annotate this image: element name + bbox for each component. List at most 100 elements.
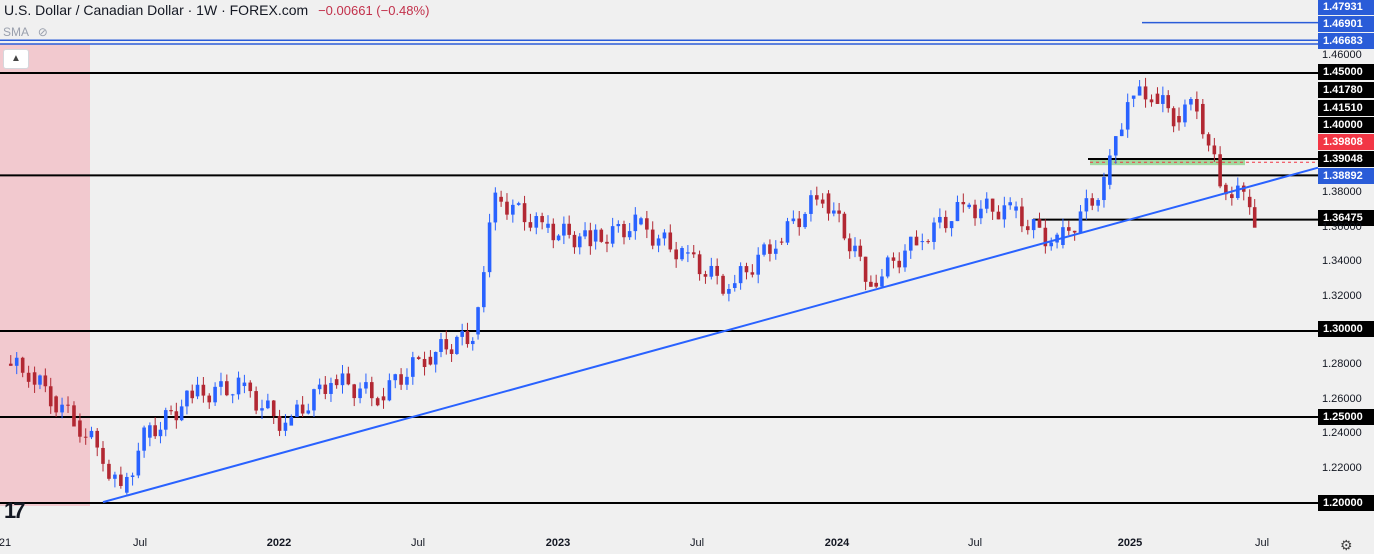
candle-body <box>277 415 282 431</box>
candle-body <box>185 390 189 407</box>
x-tick-label: 2022 <box>266 537 292 549</box>
candle-body <box>254 391 258 411</box>
candle-body <box>853 245 857 252</box>
candle-body <box>323 384 328 394</box>
candle-body <box>546 223 550 228</box>
candle-body <box>444 339 449 350</box>
candle-body <box>1078 211 1083 233</box>
candle-body <box>329 382 333 394</box>
candle-body <box>1195 98 1199 112</box>
candle-body <box>572 234 577 248</box>
candle-body <box>577 236 582 248</box>
candle-body <box>130 475 135 477</box>
candle-body <box>832 210 836 214</box>
symbol-title: U.S. Dollar / Canadian Dollar · 1W · FOR… <box>4 2 309 18</box>
y-tick-label: 1.38000 <box>1322 186 1362 199</box>
candle-body <box>709 265 714 277</box>
candle-body <box>449 349 454 354</box>
candle-body <box>411 357 415 377</box>
candle-body <box>847 238 852 252</box>
candle-body <box>312 389 316 411</box>
y-tick-label: 1.34000 <box>1322 255 1362 268</box>
candle-body <box>1002 205 1007 220</box>
candle-body <box>668 232 673 250</box>
candle-body <box>1177 116 1181 123</box>
y-tick-label: 1.26000 <box>1322 392 1362 405</box>
candle-body <box>174 411 179 421</box>
candle-body <box>874 282 878 287</box>
price-change: −0.00661 (−0.48%) <box>318 3 430 18</box>
candle-body <box>54 396 58 413</box>
price-axis-label: 1.39048 <box>1318 151 1374 167</box>
eye-off-icon[interactable]: ⊘ <box>37 25 48 39</box>
price-axis-label: 1.46901 <box>1318 16 1374 32</box>
candle-body <box>38 375 42 385</box>
candle-body <box>219 381 223 387</box>
candle-body <box>645 218 649 230</box>
candle-body <box>826 193 831 214</box>
candle-body <box>593 229 598 242</box>
candle-body <box>949 221 954 229</box>
candle-body <box>340 373 345 386</box>
candle-body <box>551 223 556 241</box>
candle-body <box>1137 86 1142 96</box>
candle-body <box>428 356 433 365</box>
candle-body <box>1020 206 1024 227</box>
candle-body <box>656 238 661 246</box>
candle-body <box>119 474 123 486</box>
y-tick-label: 1.28000 <box>1322 358 1362 371</box>
candle-body <box>1212 145 1217 155</box>
candle-body <box>1183 104 1187 123</box>
candle-body <box>622 224 626 238</box>
candle-body <box>306 410 311 414</box>
y-tick-label: 1.24000 <box>1322 427 1362 440</box>
candle-body <box>803 213 807 228</box>
candle-body <box>820 199 825 204</box>
chevron-up-icon[interactable]: ▲ <box>3 49 29 69</box>
gear-icon[interactable]: ⚙ <box>1340 537 1353 553</box>
candle-body <box>809 195 813 214</box>
candle-body <box>1252 207 1257 228</box>
candle-body <box>588 230 593 247</box>
candle-body <box>1119 129 1124 137</box>
candle-body <box>650 229 655 246</box>
candle-body <box>416 357 421 359</box>
candle-body <box>1143 86 1148 100</box>
candle-body <box>1031 219 1036 231</box>
candle-body <box>627 231 632 238</box>
tradingview-logo-icon: 17 <box>4 498 26 523</box>
candle-body <box>1235 185 1240 199</box>
candle-body <box>522 203 527 223</box>
candle-body <box>14 357 19 366</box>
candle-body <box>639 218 643 225</box>
candle-body <box>346 373 351 385</box>
trendline <box>102 166 1319 504</box>
candle-body <box>599 229 604 242</box>
candle-body <box>891 257 896 261</box>
price-axis-label: 1.40000 <box>1318 117 1374 133</box>
candle-body <box>317 384 322 390</box>
price-axis-label: 1.25000 <box>1318 409 1374 425</box>
candle-body <box>242 382 247 387</box>
indicator-legend[interactable]: SMA ⊘ <box>3 25 48 39</box>
horizontal-levels-layer <box>0 21 1318 504</box>
x-tick-label: Jul <box>410 537 426 549</box>
candle-body <box>266 400 270 409</box>
candle-body <box>289 416 294 426</box>
candle-body <box>903 250 907 268</box>
candle-body <box>399 374 403 385</box>
candle-body <box>1061 227 1065 245</box>
candle-body <box>465 331 470 345</box>
candle-body <box>1218 154 1222 187</box>
candle-body <box>815 195 819 200</box>
y-tick-label: 1.36000 <box>1322 220 1362 233</box>
y-tick-label: 1.22000 <box>1322 461 1362 474</box>
price-axis-label: 1.45000 <box>1318 64 1374 80</box>
candle-body <box>556 235 561 241</box>
x-tick-label: 2025 <box>1117 537 1143 549</box>
price-axis-label: 1.30000 <box>1318 321 1374 337</box>
candle-body <box>163 410 168 430</box>
candle-body <box>66 404 70 406</box>
candle-body <box>295 404 299 417</box>
